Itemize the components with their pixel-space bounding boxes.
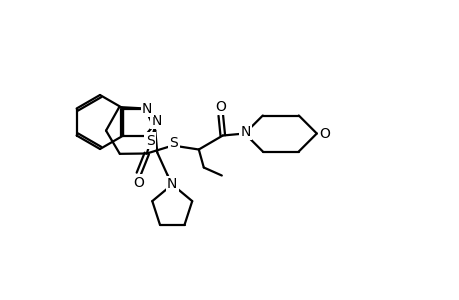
Text: N: N [167,178,177,191]
Text: O: O [215,100,226,113]
Text: S: S [146,134,154,148]
Text: O: O [319,127,330,140]
Text: S: S [169,136,178,149]
Text: N: N [142,101,152,116]
Text: N: N [151,114,162,128]
Text: O: O [133,176,144,190]
Text: N: N [240,124,251,139]
